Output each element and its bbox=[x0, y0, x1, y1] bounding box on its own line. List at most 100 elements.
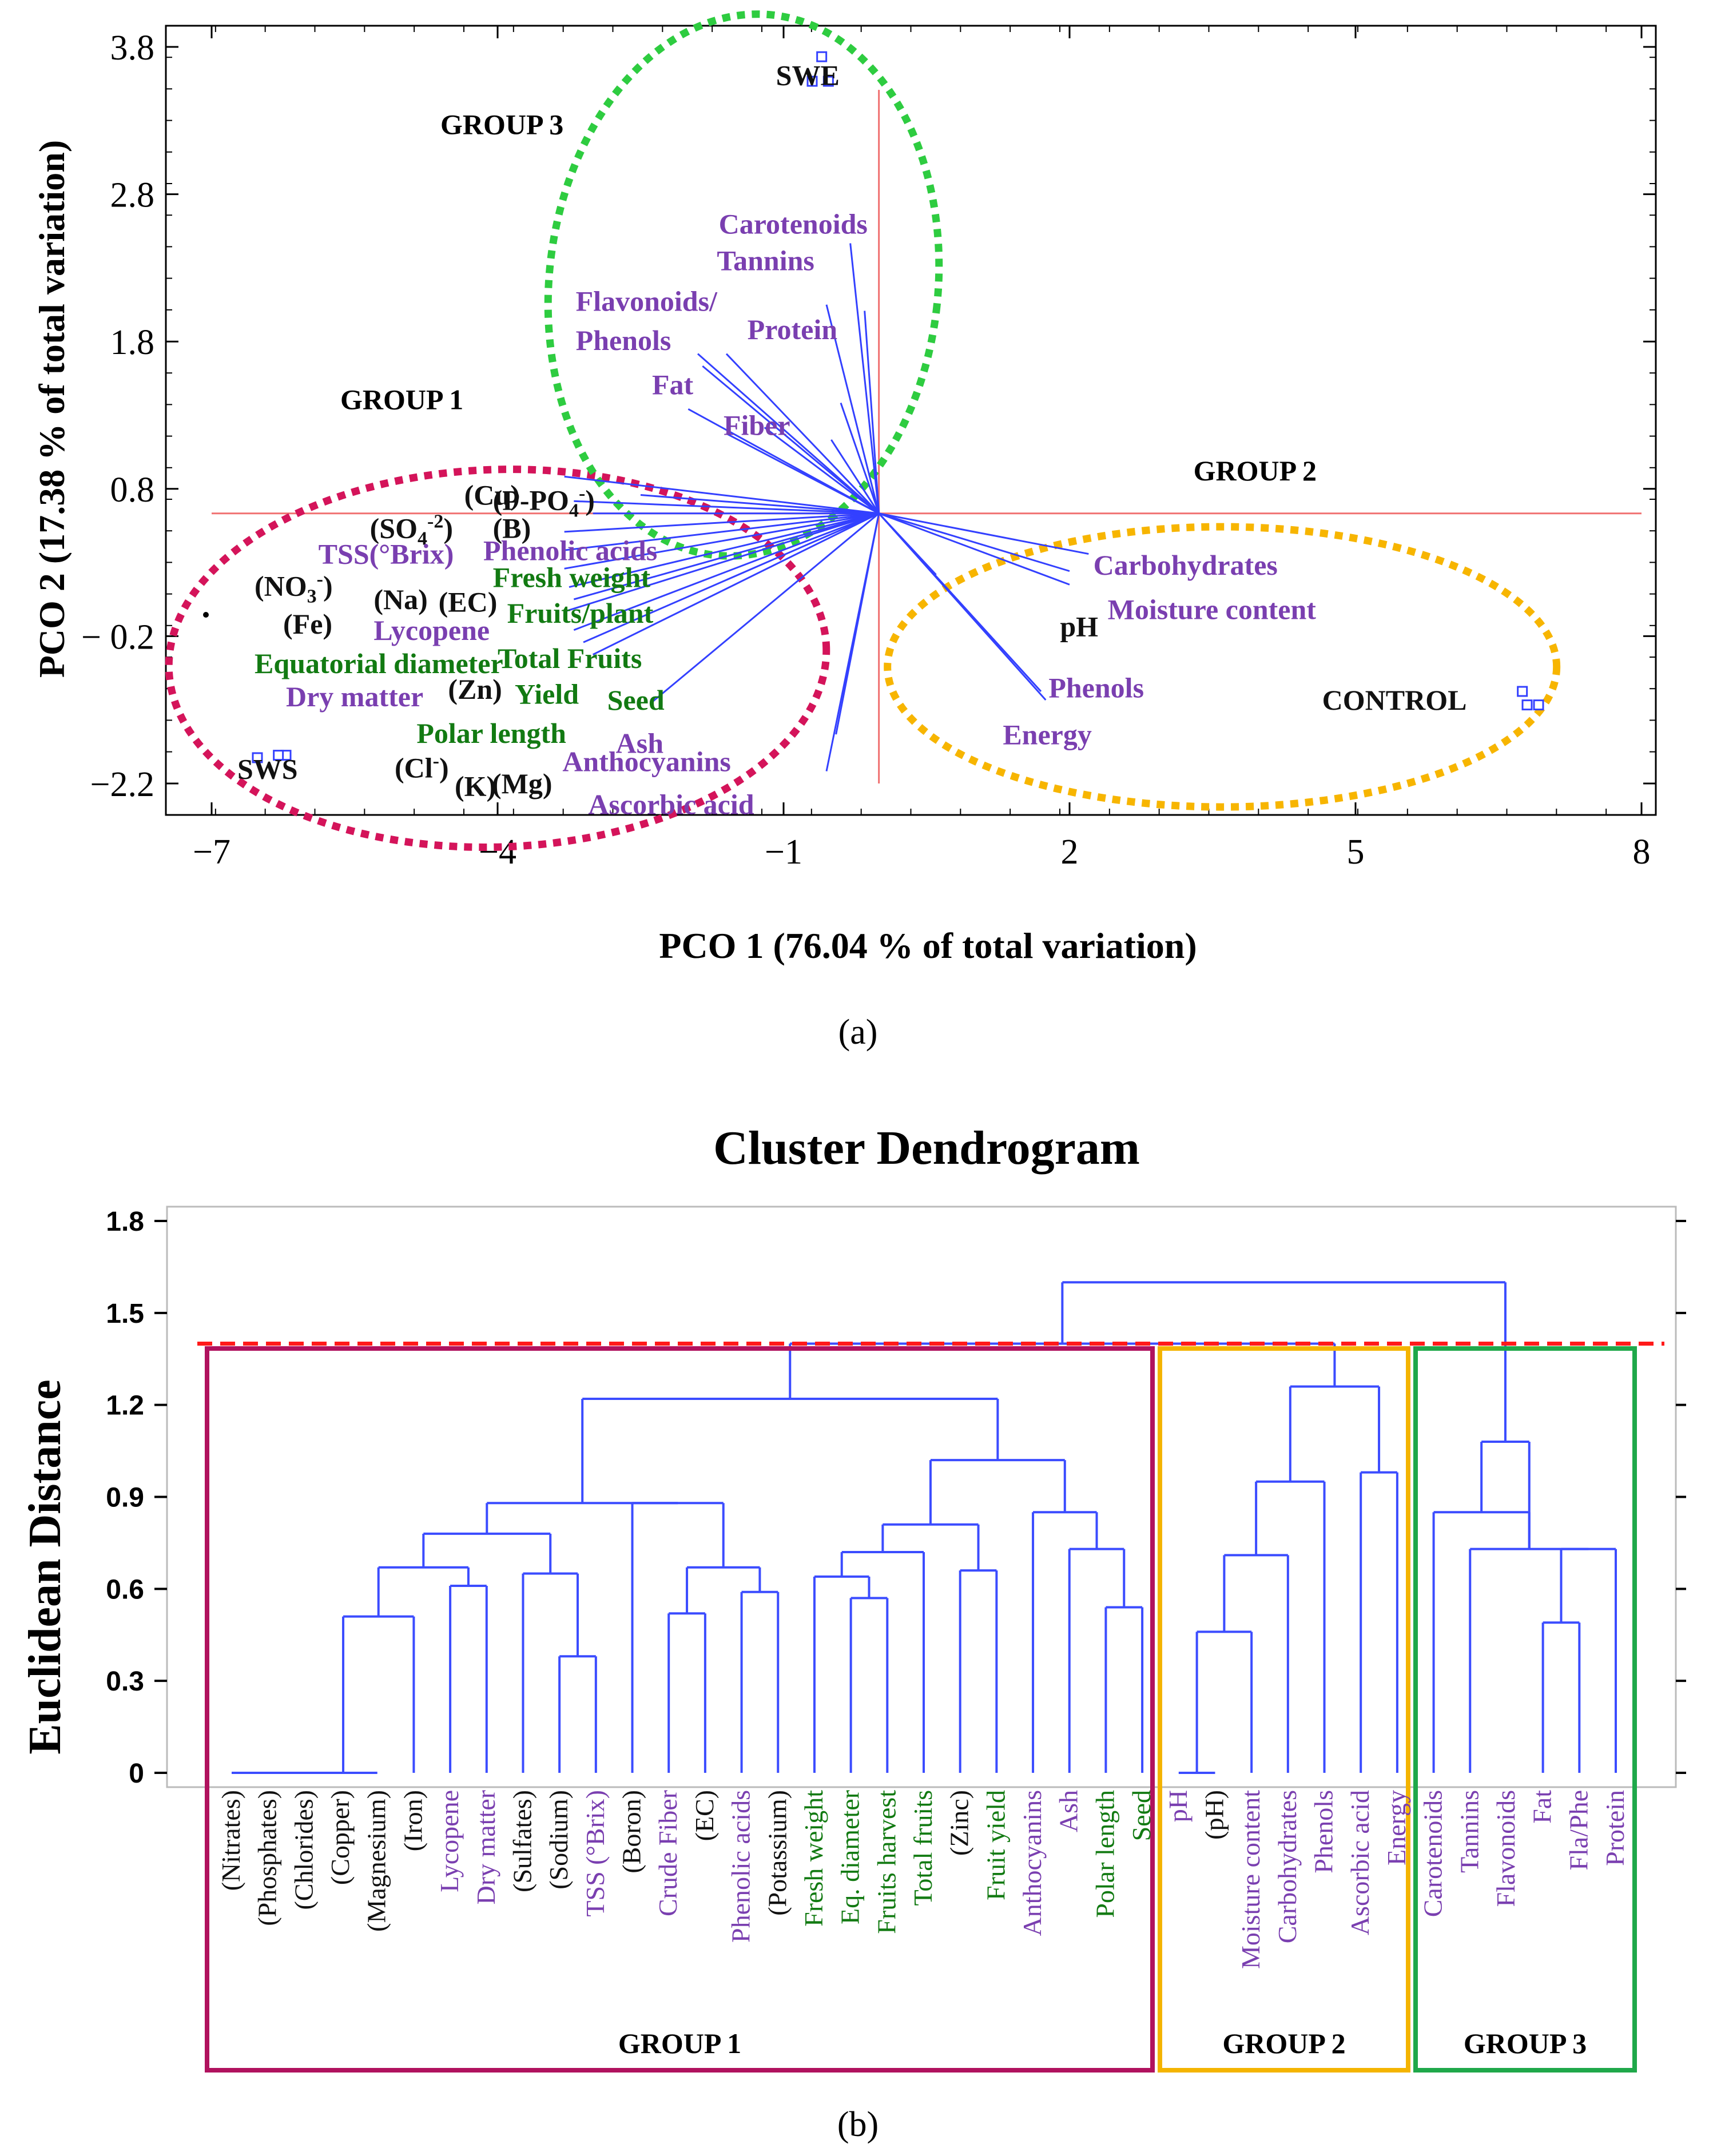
sample-point-swe bbox=[806, 75, 818, 87]
loading-vector bbox=[573, 512, 880, 631]
y-tick-label: − 0.2 bbox=[81, 618, 154, 657]
loading-vector bbox=[878, 512, 1047, 701]
group-box-group-1 bbox=[205, 1346, 1155, 2073]
leaf-label-magnesium: (Magnesium) bbox=[362, 1790, 391, 1932]
loading-vector bbox=[564, 512, 879, 533]
group-box-label-group-1: GROUP 1 bbox=[618, 2027, 741, 2059]
biplot-label-swe: SWE bbox=[776, 59, 840, 92]
biplot-label-p-po: (P-PO4-) bbox=[493, 483, 595, 521]
biplot-label-so: (SO4-2) bbox=[370, 511, 453, 550]
group-box-label-group-2: GROUP 2 bbox=[1222, 2027, 1345, 2059]
loading-vector bbox=[702, 365, 880, 514]
biplot-label-ec: (EC) bbox=[439, 586, 498, 618]
group-box-group-2 bbox=[1158, 1346, 1410, 2073]
biplot-label-zn: (Zn) bbox=[448, 673, 502, 705]
dendrogram-title: Cluster Dendrogram bbox=[713, 1121, 1140, 1175]
loading-vector bbox=[840, 403, 880, 514]
biplot-label-b: (B) bbox=[493, 512, 531, 544]
dendro-y-tick-label: 0.9 bbox=[106, 1483, 144, 1513]
loading-vector bbox=[649, 512, 880, 705]
biplot-label-ash: Ash bbox=[616, 727, 664, 759]
sample-point-sws bbox=[273, 750, 284, 761]
leaf-label-fresh-weight: Fresh weight bbox=[799, 1790, 828, 1927]
leaf-label-seed: Seed bbox=[1127, 1790, 1156, 1841]
loading-vector bbox=[849, 243, 880, 514]
leaf-label-chlorides: (Chlorides) bbox=[289, 1790, 318, 1910]
biplot-label-carbohydrates: Carbohydrates bbox=[1094, 549, 1278, 581]
x-tick-label: 5 bbox=[1347, 833, 1365, 872]
loading-vector bbox=[726, 432, 880, 515]
biplot-label-ascorbic-acid: Ascorbic acid bbox=[588, 789, 754, 821]
sample-point-swe bbox=[816, 51, 828, 62]
biplot-label-ph: pH bbox=[1060, 610, 1098, 642]
biplot-label-group-2: GROUP 2 bbox=[1194, 455, 1317, 487]
loading-vector bbox=[573, 512, 880, 600]
biplot-label-cl: (Cl-) bbox=[395, 750, 449, 783]
dendro-y-tick-label: 0.3 bbox=[106, 1666, 144, 1697]
loading-vector bbox=[764, 427, 880, 514]
leaf-label-sulfates: (Sulfates) bbox=[507, 1790, 536, 1892]
biplot-label-protein: Protein bbox=[748, 313, 838, 345]
biplot-label-tss-brix: TSS(°Brix) bbox=[319, 538, 454, 570]
biplot-label-flavonoids: Flavonoids/ bbox=[576, 285, 718, 317]
leaf-label-ph: pH bbox=[1163, 1790, 1193, 1822]
biplot-label-energy: Energy bbox=[1003, 718, 1092, 750]
group-3-ellipse bbox=[544, 10, 943, 560]
biplot-label-group-1: GROUP 1 bbox=[340, 383, 463, 415]
leaf-label-moisture-content: Moisture content bbox=[1236, 1790, 1265, 1969]
loading-vector bbox=[564, 475, 879, 515]
biplot-label-moisture-content: Moisture content bbox=[1108, 593, 1317, 625]
leaf-label-carbohydrates: Carbohydrates bbox=[1273, 1790, 1302, 1943]
loading-vector bbox=[879, 512, 1070, 572]
x-tick-label: 2 bbox=[1061, 833, 1079, 872]
group-1-ellipse bbox=[165, 466, 830, 851]
leaf-label-dry-matter: Dry matter bbox=[471, 1790, 500, 1905]
leaf-label-sodium: (Sodium) bbox=[544, 1790, 573, 1890]
panel-label-b: (b) bbox=[837, 2105, 879, 2144]
biplot-label-lycopene: Lycopene bbox=[373, 614, 490, 646]
y-tick-label: 1.8 bbox=[110, 323, 155, 362]
sample-point-control bbox=[1517, 686, 1528, 697]
biplot-label-total-fruits: Total Fruits bbox=[498, 642, 642, 674]
biplot-label-dry-matter: Dry matter bbox=[286, 681, 423, 713]
x-axis-title: PCO 1 (76.04 % of total variation) bbox=[659, 925, 1197, 966]
leaf-label-phenolic-acids: Phenolic acids bbox=[726, 1790, 756, 1943]
loading-vector bbox=[564, 512, 879, 570]
leaf-label-boron: (Boron) bbox=[617, 1790, 646, 1873]
biplot-label-anthocyanins: Anthocyanins bbox=[562, 746, 731, 778]
leaf-label-phosphates: (Phosphates) bbox=[253, 1790, 282, 1926]
pco-biplot-panel: −7 −4 −1 2 5 8 −2.2 − 0.2 0.8 1.8 2.8 3.8 PCO 1 (76.… bbox=[31, 10, 1657, 1052]
leaf-label-fruits-harvest: Fruits harvest bbox=[872, 1790, 901, 1934]
biplot-label-k: (K) bbox=[455, 770, 496, 802]
loading-vector bbox=[564, 512, 880, 612]
biplot-label-fresh-weight: Fresh weight bbox=[493, 562, 651, 594]
leaf-label-protein: Protein bbox=[1600, 1790, 1629, 1866]
x-tick-label: 8 bbox=[1633, 833, 1651, 872]
x-tick-label: −1 bbox=[765, 833, 802, 872]
leaf-label-zinc: (Zinc) bbox=[945, 1790, 974, 1856]
sample-point-sws bbox=[252, 752, 263, 763]
loading-vector bbox=[593, 512, 880, 655]
biplot-label-na: (Na) bbox=[373, 583, 427, 615]
biplot-label-carotenoids: Carotenoids bbox=[719, 208, 868, 240]
leaf-label-crude-fiber: Crude Fiber bbox=[653, 1790, 682, 1916]
group-box-group-3 bbox=[1413, 1346, 1637, 2073]
loading-vector bbox=[835, 513, 880, 735]
biplot-label-no: (NO3-) bbox=[255, 569, 333, 607]
biplot-label-mg: (Mg) bbox=[492, 767, 553, 799]
dendro-y-tick-label: 1.8 bbox=[106, 1207, 144, 1237]
loading-vector bbox=[574, 500, 879, 515]
leaf-label-iron: (Iron) bbox=[398, 1790, 427, 1851]
loading-vector bbox=[879, 512, 1089, 555]
panel-label-a: (a) bbox=[838, 1013, 878, 1052]
biplot-label-fat: Fat bbox=[652, 369, 694, 401]
loading-vector bbox=[569, 512, 880, 588]
y-tick-label: 2.8 bbox=[110, 176, 155, 215]
leaf-label-ascorbic-acid: Ascorbic acid bbox=[1345, 1790, 1374, 1935]
loading-vector bbox=[825, 304, 880, 514]
leaf-label-carotenoids: Carotenoids bbox=[1418, 1790, 1448, 1917]
biplot-label-control: CONTROL bbox=[1322, 684, 1467, 716]
x-tick-label: −4 bbox=[479, 833, 516, 872]
leaf-label-eq-diameter: Eq. diameter bbox=[836, 1790, 865, 1924]
